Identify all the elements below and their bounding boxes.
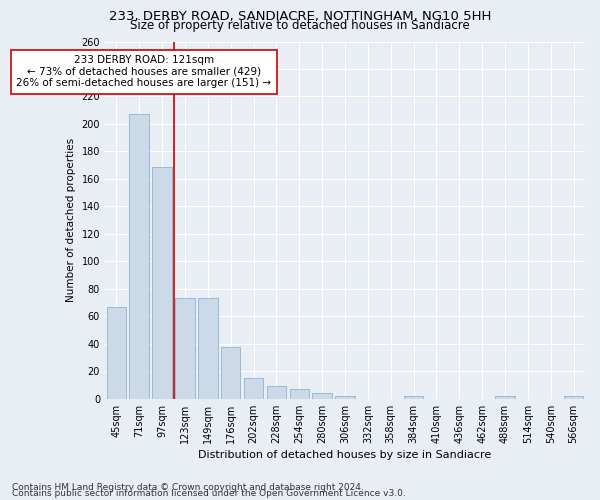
Bar [107, 306, 126, 399]
Bar [175, 298, 194, 399]
Bar [130, 114, 149, 399]
Text: Size of property relative to detached houses in Sandiacre: Size of property relative to detached ho… [130, 19, 470, 32]
Bar [198, 298, 218, 399]
Bar [313, 394, 332, 399]
Text: 233 DERBY ROAD: 121sqm
← 73% of detached houses are smaller (429)
26% of semi-de: 233 DERBY ROAD: 121sqm ← 73% of detached… [16, 55, 271, 88]
Bar [221, 346, 241, 399]
Bar [335, 396, 355, 399]
Bar [564, 396, 583, 399]
Bar [244, 378, 263, 399]
Y-axis label: Number of detached properties: Number of detached properties [66, 138, 76, 302]
Text: Contains public sector information licensed under the Open Government Licence v3: Contains public sector information licen… [12, 490, 406, 498]
Bar [290, 389, 309, 399]
Bar [152, 166, 172, 399]
Bar [404, 396, 423, 399]
Text: Contains HM Land Registry data © Crown copyright and database right 2024.: Contains HM Land Registry data © Crown c… [12, 484, 364, 492]
Text: 233, DERBY ROAD, SANDIACRE, NOTTINGHAM, NG10 5HH: 233, DERBY ROAD, SANDIACRE, NOTTINGHAM, … [109, 10, 491, 23]
X-axis label: Distribution of detached houses by size in Sandiacre: Distribution of detached houses by size … [199, 450, 491, 460]
Bar [266, 386, 286, 399]
Bar [495, 396, 515, 399]
